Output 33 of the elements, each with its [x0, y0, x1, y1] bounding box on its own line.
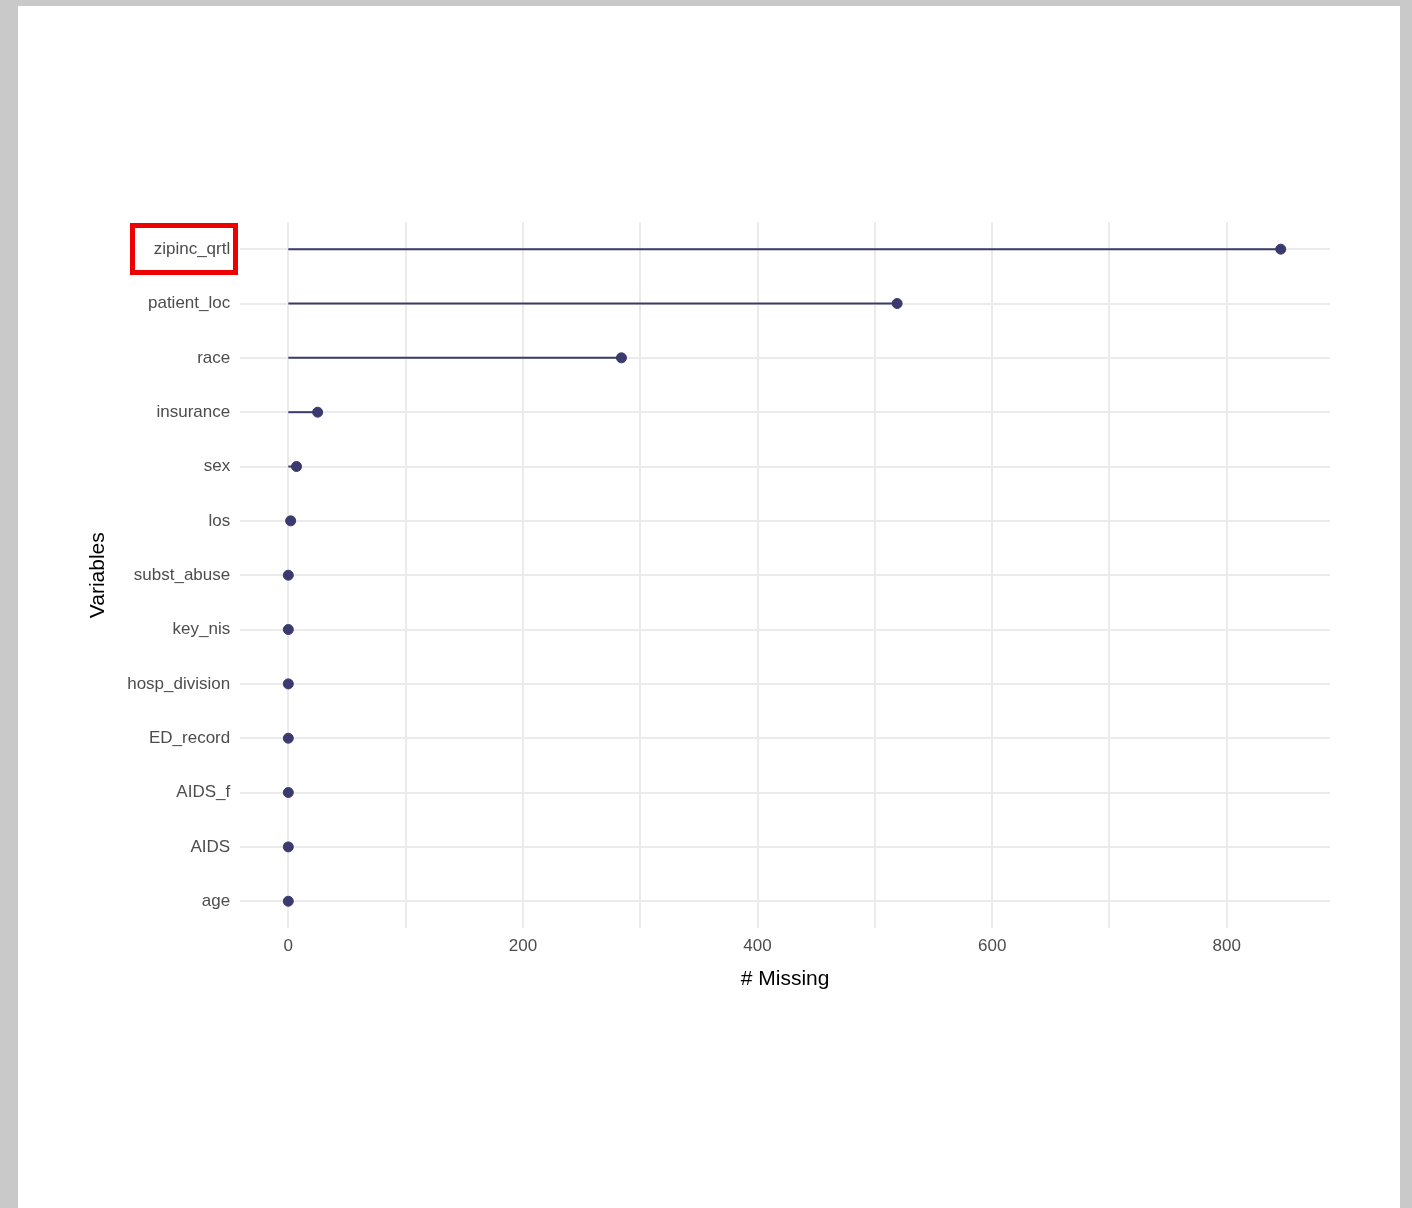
- y-tick-label: key_nis: [172, 619, 231, 639]
- y-tick-label: insurance: [156, 401, 231, 421]
- y-tick-label: subst_abuse: [133, 564, 231, 584]
- y-axis-title: Variables: [85, 532, 109, 619]
- y-tick-label: hosp_division: [127, 673, 231, 693]
- x-axis-title: # Missing: [740, 966, 830, 990]
- y-tick-label: zipinc_qrtl: [153, 238, 231, 258]
- point: [282, 569, 294, 581]
- point: [282, 678, 294, 690]
- point: [282, 841, 294, 853]
- x-tick-label: 400: [743, 936, 772, 956]
- x-tick-label: 800: [1212, 936, 1241, 956]
- point: [291, 461, 303, 473]
- y-tick-label: AIDS_f: [176, 782, 231, 802]
- point: [285, 515, 297, 527]
- x-tick-label: 0: [283, 936, 294, 956]
- point: [282, 732, 294, 744]
- x-tick-label: 200: [508, 936, 538, 956]
- point: [615, 352, 627, 364]
- y-tick-label: los: [208, 510, 231, 530]
- point: [282, 895, 294, 907]
- y-tick-label: age: [201, 890, 231, 910]
- x-tick-label: 600: [977, 936, 1007, 956]
- point: [891, 298, 903, 310]
- point: [282, 787, 294, 799]
- y-tick-label: patient_loc: [147, 293, 231, 313]
- y-tick-label: AIDS: [190, 836, 231, 856]
- y-tick-label: race: [197, 347, 231, 367]
- point: [282, 624, 294, 636]
- y-tick-label: sex: [203, 456, 231, 476]
- y-tick-label: ED_record: [148, 727, 231, 747]
- point: [312, 406, 324, 418]
- point: [1275, 243, 1287, 255]
